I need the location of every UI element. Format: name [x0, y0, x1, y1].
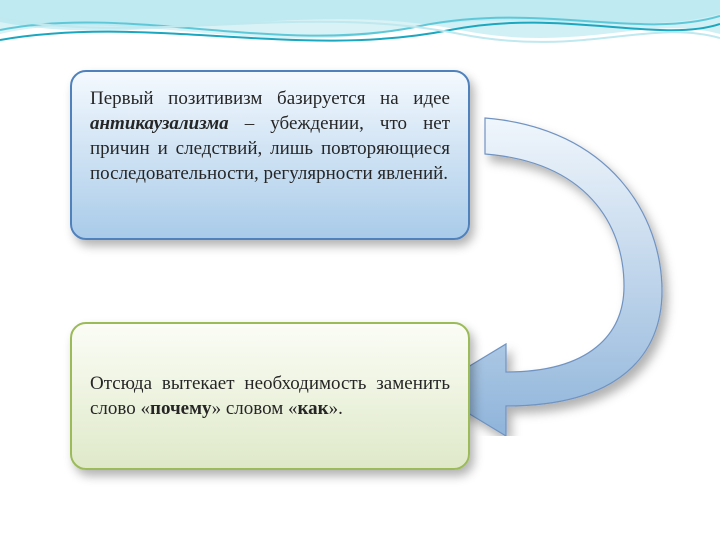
box1-text-part1: Первый позитивизм базируется на идее: [90, 88, 450, 109]
box2-bold-how: как: [297, 398, 328, 419]
callout-box-anticausalism: Первый позитивизм базируется на идее ант…: [70, 70, 470, 240]
slide-canvas: Первый позитивизм базируется на идее ант…: [0, 0, 720, 540]
callout-box-conclusion: Отсюда вытекает необходимость заменить с…: [70, 322, 470, 470]
box2-bold-why: почему: [150, 398, 212, 419]
box2-text-mid: » словом «: [212, 398, 298, 419]
header-wave-decor: [0, 0, 720, 70]
box2-text-end: ».: [329, 398, 343, 419]
box1-bold-term: антикаузализма: [90, 113, 229, 134]
